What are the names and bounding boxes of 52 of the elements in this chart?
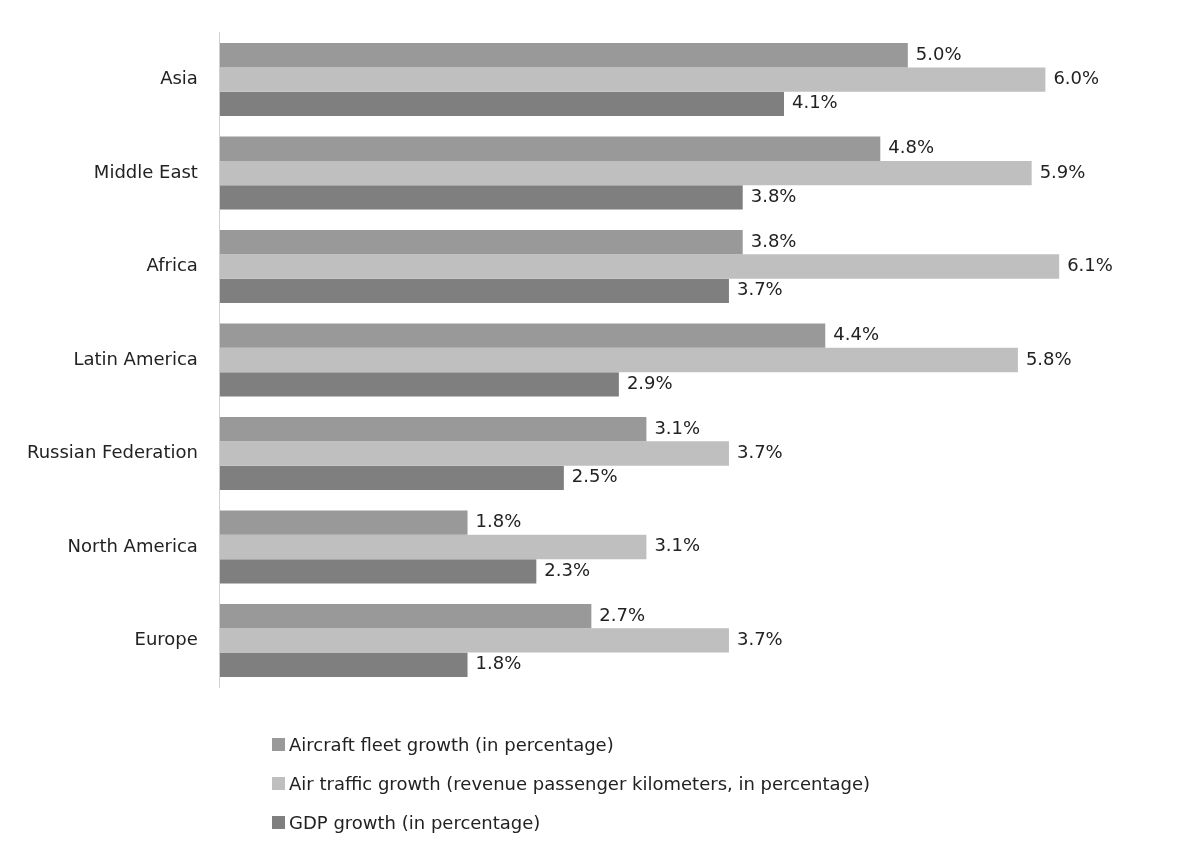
data-label: 2.3% — [544, 558, 591, 580]
bar — [219, 230, 743, 255]
y-tick-label: Russian Federation — [26, 441, 198, 463]
y-tick-label: North America — [67, 534, 198, 556]
y-tick-label: Africa — [146, 254, 198, 276]
data-label: 6.1% — [1067, 254, 1113, 276]
data-label: 2.5% — [571, 465, 618, 487]
data-label: 4.8% — [888, 136, 935, 158]
data-label: 3.1% — [654, 416, 701, 438]
data-label: 3.7% — [736, 441, 783, 462]
bar — [219, 510, 468, 535]
bar — [219, 604, 592, 629]
data-label: 5.0% — [915, 42, 962, 64]
data-label: 2.7% — [599, 603, 646, 625]
legend-label: Aircraft fleet growth (in percentage) — [289, 734, 614, 755]
bar — [219, 254, 1060, 279]
data-label: 5.8% — [1025, 347, 1072, 369]
bar — [219, 347, 1018, 373]
bar — [219, 465, 564, 490]
y-tick-label: Asia — [160, 67, 198, 89]
data-label: 1.8% — [475, 652, 522, 674]
bar — [219, 652, 468, 677]
data-label: 4.4% — [833, 323, 879, 345]
bar — [219, 160, 1032, 186]
bar — [219, 372, 619, 397]
bar — [219, 136, 881, 161]
data-label: 3.8% — [750, 184, 797, 206]
data-label: 3.8% — [750, 229, 797, 251]
bar — [219, 91, 784, 116]
bar — [219, 559, 537, 584]
bar — [219, 67, 1046, 92]
data-label: 6.0% — [1053, 67, 1100, 89]
bar — [219, 185, 743, 210]
bar — [219, 534, 647, 560]
bar — [219, 323, 826, 348]
data-label: 5.9% — [1039, 160, 1086, 182]
bar — [219, 417, 647, 442]
y-tick-label: Europe — [134, 628, 198, 650]
bar — [219, 43, 908, 68]
data-label: 3.7% — [736, 627, 783, 649]
legend-label: Air traffic growth (revenue passenger kilometers, in percentage) — [289, 773, 871, 794]
y-tick-label: Latin America — [73, 347, 198, 369]
y-tick-label: Middle East — [93, 160, 198, 182]
data-label: 2.9% — [626, 371, 673, 393]
data-label: 3.7% — [736, 278, 783, 300]
bar — [219, 628, 729, 653]
data-label: 1.8% — [475, 510, 522, 532]
legend-label: GDP growth (in percentage) — [289, 812, 541, 833]
data-label: 4.1% — [791, 91, 838, 113]
bar — [219, 278, 729, 303]
data-label: 3.1% — [654, 534, 701, 556]
bar — [219, 441, 729, 466]
